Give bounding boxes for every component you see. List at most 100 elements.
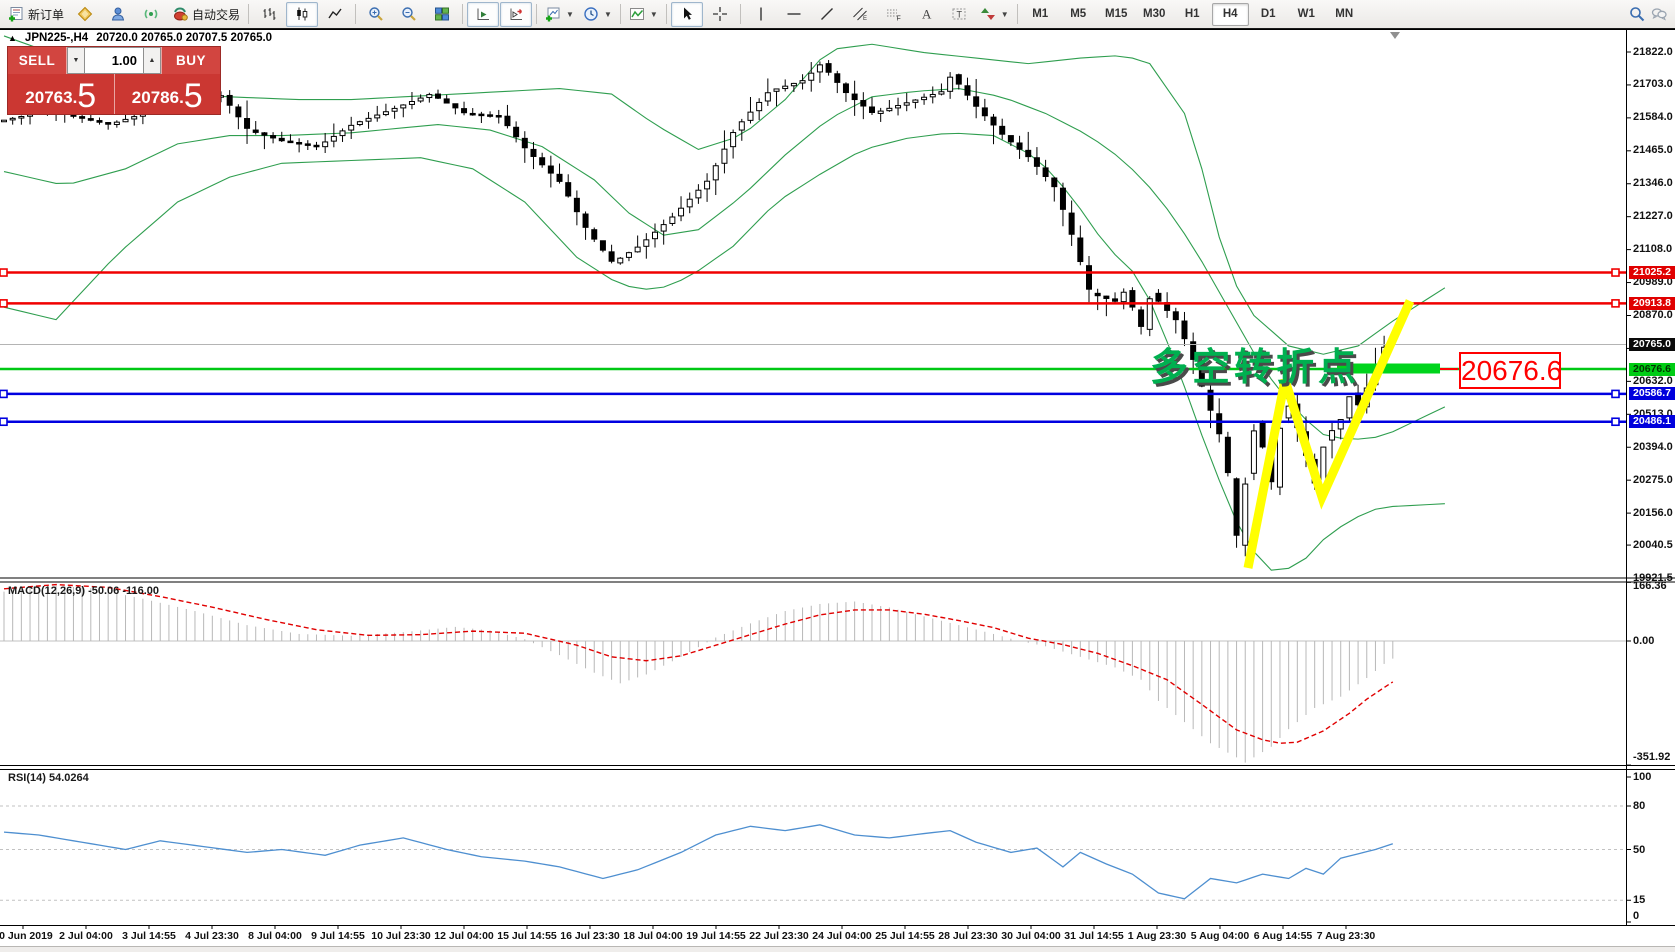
time-tick-label: 30 Jun 2019 xyxy=(0,930,53,942)
autotrade-label: 自动交易 xyxy=(192,7,241,22)
equidistant-channel-icon: E xyxy=(852,7,867,22)
trendline-tool-button[interactable] xyxy=(811,2,843,27)
time-tick-label: 30 Jul 04:00 xyxy=(1001,930,1061,942)
autotrade-button[interactable]: 自动交易 xyxy=(168,2,244,27)
search-icon[interactable] xyxy=(1629,6,1645,22)
hline-tool-button[interactable] xyxy=(778,2,810,27)
tile-windows-button[interactable] xyxy=(426,2,458,27)
buy-price[interactable]: 20786. 5 xyxy=(114,74,220,115)
volume-input[interactable] xyxy=(85,47,143,74)
zoom-out-button[interactable] xyxy=(393,2,425,27)
volume-decrease-button[interactable]: ▼ xyxy=(67,47,85,74)
toolbar: 新订单 自动交易 xyxy=(0,0,1675,29)
tf-h4-button[interactable]: H4 xyxy=(1211,2,1249,26)
tf-h1-button[interactable]: H1 xyxy=(1184,8,1200,20)
time-tick-label: 24 Jul 04:00 xyxy=(812,930,872,942)
turning-point-annotation[interactable]: 多空转折点 xyxy=(1150,347,1361,389)
zoom-out-icon xyxy=(402,7,416,21)
chat-icon[interactable] xyxy=(1651,6,1667,22)
tf-m30-button[interactable]: M30 xyxy=(1143,8,1166,20)
time-tick-label: 31 Jul 14:55 xyxy=(1064,930,1124,942)
time-tick-label: 6 Aug 14:55 xyxy=(1253,930,1313,942)
line-chart-button[interactable] xyxy=(319,2,351,27)
profiles-button[interactable]: ▼ xyxy=(579,2,616,27)
signals-icon xyxy=(144,9,158,19)
rsi-scale-label: 50 xyxy=(1633,843,1646,856)
new-order-button[interactable]: 新订单 xyxy=(4,2,68,27)
price-tick-label: 21227.0 xyxy=(1633,210,1673,223)
crosshair-tool-button[interactable] xyxy=(704,2,736,27)
sell-button[interactable]: SELL xyxy=(8,47,67,74)
gem-icon xyxy=(77,6,93,22)
chart-shift-icon xyxy=(510,8,523,20)
price-tick-label: 20156.0 xyxy=(1633,506,1673,519)
zoom-in-icon xyxy=(369,7,383,21)
dropdown-caret-icon: ▼ xyxy=(649,9,658,19)
sell-price[interactable]: 20763. 5 xyxy=(8,74,115,114)
history-center-button[interactable] xyxy=(69,2,101,27)
macd-scale-label: 166.36 xyxy=(1633,580,1667,592)
price-level-tag: 20765.0 xyxy=(1629,338,1675,352)
toolbar-separator xyxy=(619,4,621,24)
new-chart-button[interactable]: ▼ xyxy=(541,2,578,27)
symbol-period: JPN225-,H4 xyxy=(24,32,89,44)
tf-d1-button[interactable]: D1 xyxy=(1260,8,1276,20)
time-tick-label: 1 Aug 23:30 xyxy=(1127,930,1187,942)
community-profile-button[interactable] xyxy=(102,2,134,27)
shapes-tool-button[interactable]: ▼ xyxy=(976,2,1013,27)
candle-chart-button[interactable] xyxy=(286,1,319,27)
line-chart-icon xyxy=(328,8,342,19)
rsi-scale-label: 0 xyxy=(1633,910,1640,922)
arrows-icon xyxy=(980,8,995,20)
fibonacci-tool-button[interactable]: F xyxy=(877,2,909,27)
tf-w1-button[interactable]: W1 xyxy=(1297,8,1315,20)
vline-tool-button[interactable] xyxy=(745,2,777,27)
indicators-icon xyxy=(629,8,644,20)
new-order-icon xyxy=(9,7,23,22)
price-level-tag: 21025.2 xyxy=(1629,266,1675,280)
cursor-icon xyxy=(683,7,692,20)
clock-icon xyxy=(584,7,598,21)
svg-text:E: E xyxy=(863,16,867,22)
auto-scroll-button[interactable] xyxy=(467,1,500,27)
buy-button[interactable]: BUY xyxy=(161,47,220,74)
price-level-tag: 20586.7 xyxy=(1629,387,1675,401)
indicators-button[interactable]: ▼ xyxy=(625,2,662,27)
vertical-line-icon xyxy=(760,7,762,21)
price-tick-label: 21465.0 xyxy=(1633,144,1673,157)
sell-price-main: 20763 xyxy=(25,88,73,107)
chart-shift-button[interactable] xyxy=(500,1,533,27)
time-tick-label: 10 Jul 23:30 xyxy=(371,930,431,942)
price-callout-label[interactable]: 20676.6 xyxy=(1459,352,1562,389)
volume-increase-button[interactable]: ▲ xyxy=(143,47,161,74)
tf-m15-button[interactable]: M15 xyxy=(1105,8,1128,20)
tf-mn-button[interactable]: MN xyxy=(1335,8,1354,20)
tile-windows-icon xyxy=(435,7,450,21)
crosshair-icon xyxy=(712,7,727,21)
toolbar-separator xyxy=(462,4,464,24)
zoom-in-button[interactable] xyxy=(360,2,392,27)
label-tool-button[interactable]: T xyxy=(943,2,975,27)
price-level-tag: 20486.1 xyxy=(1629,415,1675,429)
tf-m1-button[interactable]: M1 xyxy=(1032,8,1049,20)
price-tick-label: 21822.0 xyxy=(1633,45,1673,58)
autotrade-icon xyxy=(174,7,188,21)
tf-m5-button[interactable]: M5 xyxy=(1070,8,1087,20)
buy-price-big-digit: 5 xyxy=(183,77,203,115)
signals-button[interactable] xyxy=(135,2,167,27)
time-tick-label: 15 Jul 14:55 xyxy=(497,930,557,942)
time-tick-label: 4 Jul 23:30 xyxy=(185,930,239,942)
price-tick-label: 20040.5 xyxy=(1633,538,1673,551)
text-tool-button[interactable]: A xyxy=(910,2,942,27)
bar-chart-button[interactable] xyxy=(253,2,285,27)
price-tick-label: 20394.0 xyxy=(1633,440,1673,453)
time-tick-label: 19 Jul 14:55 xyxy=(686,930,746,942)
horizontal-line-icon xyxy=(787,13,801,15)
channel-tool-button[interactable]: E xyxy=(844,2,876,27)
cursor-tool-button[interactable] xyxy=(670,1,703,27)
toolbar-separator xyxy=(739,4,741,24)
collapse-triangle-icon[interactable]: ▲ xyxy=(8,33,17,43)
toolbar-separator xyxy=(536,4,538,24)
